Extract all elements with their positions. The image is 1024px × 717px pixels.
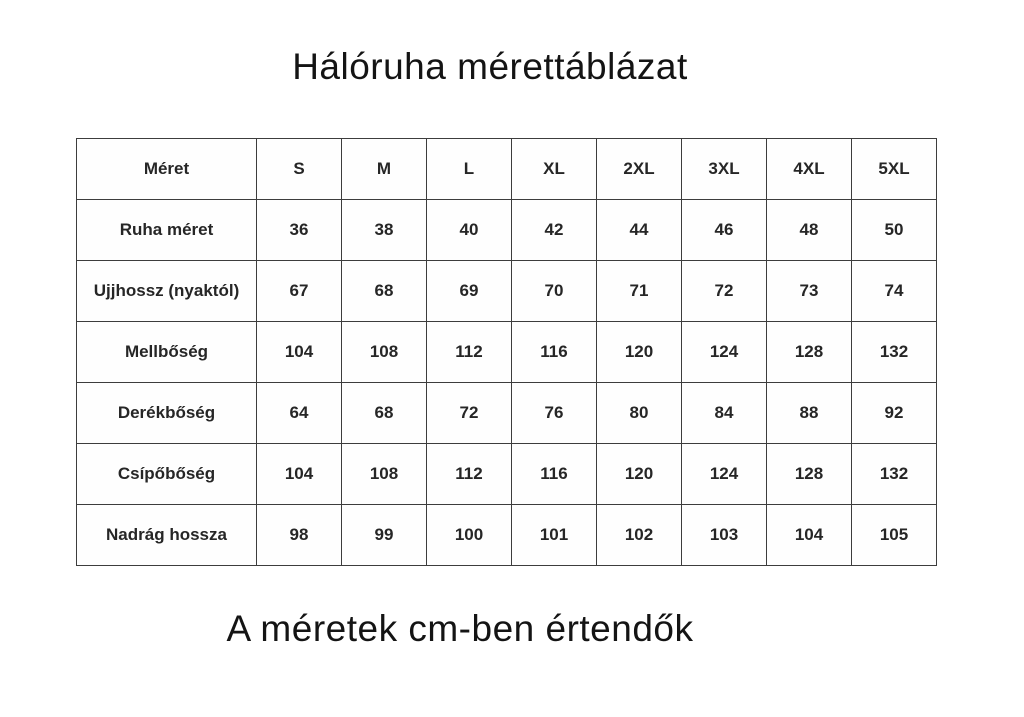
value-cell: 128: [766, 443, 852, 505]
value-cell: 46: [681, 199, 767, 261]
value-cell: 99: [341, 504, 427, 566]
header-cell: S: [256, 138, 342, 200]
value-cell: 116: [511, 321, 597, 383]
header-cell: M: [341, 138, 427, 200]
value-cell: 105: [851, 504, 937, 566]
table-row: Csípőbőség 104 108 112 116 120 124 128 132: [76, 443, 937, 505]
size-table-head: Méret S M L XL 2XL 3XL 4XL 5XL: [76, 138, 937, 200]
value-cell: 92: [851, 382, 937, 444]
value-cell: 108: [341, 443, 427, 505]
row-label-cell: Csípőbőség: [76, 443, 257, 505]
table-row: Ujjhossz (nyaktól) 67 68 69 70 71 72 73 74: [76, 260, 937, 322]
header-label-cell: Méret: [76, 138, 257, 200]
value-cell: 68: [341, 260, 427, 322]
value-cell: 71: [596, 260, 682, 322]
value-cell: 64: [256, 382, 342, 444]
row-label-cell: Derékbőség: [76, 382, 257, 444]
header-cell: XL: [511, 138, 597, 200]
value-cell: 42: [511, 199, 597, 261]
value-cell: 108: [341, 321, 427, 383]
header-cell: 4XL: [766, 138, 852, 200]
value-cell: 124: [681, 443, 767, 505]
row-label-cell: Nadrág hossza: [76, 504, 257, 566]
table-row: Derékbőség 64 68 72 76 80 84 88 92: [76, 382, 937, 444]
value-cell: 74: [851, 260, 937, 322]
row-label-cell: Ujjhossz (nyaktól): [76, 260, 257, 322]
value-cell: 112: [426, 443, 512, 505]
table-row: Mellbőség 104 108 112 116 120 124 128 132: [76, 321, 937, 383]
table-row: Nadrág hossza 98 99 100 101 102 103 104 105: [76, 504, 937, 566]
value-cell: 80: [596, 382, 682, 444]
value-cell: 112: [426, 321, 512, 383]
size-table-body: Ruha méret 36 38 40 42 44 46 48 50 Ujjhossz (nyak…: [76, 199, 937, 566]
value-cell: 104: [256, 321, 342, 383]
header-cell: 2XL: [596, 138, 682, 200]
value-cell: 68: [341, 382, 427, 444]
table-row: Ruha méret 36 38 40 42 44 46 48 50: [76, 199, 937, 261]
value-cell: 120: [596, 321, 682, 383]
value-cell: 132: [851, 443, 937, 505]
value-cell: 84: [681, 382, 767, 444]
row-label-cell: Mellbőség: [76, 321, 257, 383]
header-cell: 3XL: [681, 138, 767, 200]
value-cell: 100: [426, 504, 512, 566]
value-cell: 116: [511, 443, 597, 505]
value-cell: 104: [256, 443, 342, 505]
header-cell: L: [426, 138, 512, 200]
value-cell: 120: [596, 443, 682, 505]
value-cell: 98: [256, 504, 342, 566]
value-cell: 104: [766, 504, 852, 566]
value-cell: 72: [681, 260, 767, 322]
header-row: Méret S M L XL 2XL 3XL 4XL 5XL: [76, 138, 937, 200]
value-cell: 50: [851, 199, 937, 261]
value-cell: 73: [766, 260, 852, 322]
value-cell: 67: [256, 260, 342, 322]
value-cell: 124: [681, 321, 767, 383]
value-cell: 40: [426, 199, 512, 261]
value-cell: 48: [766, 199, 852, 261]
value-cell: 38: [341, 199, 427, 261]
value-cell: 102: [596, 504, 682, 566]
value-cell: 72: [426, 382, 512, 444]
page-title: Hálóruha mérettáblázat: [292, 46, 688, 87]
value-cell: 101: [511, 504, 597, 566]
size-table: Méret S M L XL 2XL 3XL 4XL 5XL Ruha méret 36 38 40 4…: [76, 138, 937, 566]
value-cell: 128: [766, 321, 852, 383]
value-cell: 88: [766, 382, 852, 444]
header-cell: 5XL: [851, 138, 937, 200]
value-cell: 76: [511, 382, 597, 444]
value-cell: 36: [256, 199, 342, 261]
value-cell: 132: [851, 321, 937, 383]
value-cell: 44: [596, 199, 682, 261]
footer-note: A méretek cm-ben értendők: [226, 608, 694, 649]
value-cell: 103: [681, 504, 767, 566]
row-label-cell: Ruha méret: [76, 199, 257, 261]
value-cell: 70: [511, 260, 597, 322]
value-cell: 69: [426, 260, 512, 322]
